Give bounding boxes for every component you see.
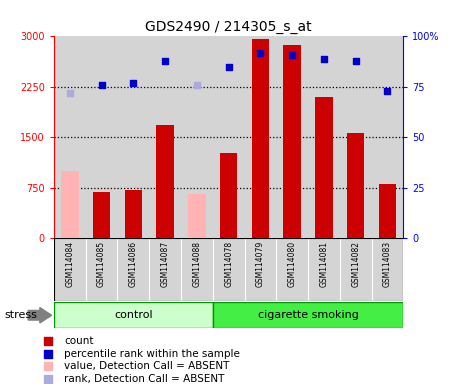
Bar	[252, 39, 269, 238]
Point	[44, 338, 52, 344]
Bar	[86, 36, 117, 238]
Point	[384, 88, 391, 94]
Bar	[276, 36, 308, 238]
Bar	[340, 36, 371, 238]
Text: GSM114085: GSM114085	[97, 241, 106, 287]
Point	[352, 58, 359, 64]
Text: GSM114088: GSM114088	[192, 241, 201, 287]
Bar	[188, 194, 205, 238]
Bar	[54, 302, 213, 328]
Text: control: control	[114, 310, 152, 320]
Bar	[149, 36, 181, 238]
Bar	[61, 171, 78, 238]
Bar	[213, 302, 403, 328]
Point	[129, 80, 137, 86]
Text: GSM114081: GSM114081	[319, 241, 328, 287]
Bar	[244, 36, 276, 238]
Point	[225, 64, 232, 70]
Text: cigarette smoking: cigarette smoking	[257, 310, 358, 320]
Bar	[54, 36, 86, 238]
Text: GSM114080: GSM114080	[287, 241, 297, 287]
Text: GSM114083: GSM114083	[383, 241, 392, 287]
Point	[193, 82, 201, 88]
Point	[320, 56, 328, 62]
Bar	[93, 192, 110, 238]
Point	[288, 51, 296, 58]
Bar	[315, 97, 333, 238]
Text: rank, Detection Call = ABSENT: rank, Detection Call = ABSENT	[64, 374, 225, 384]
Bar	[125, 190, 142, 238]
Text: stress: stress	[5, 310, 38, 320]
Bar	[347, 133, 364, 238]
Bar	[379, 184, 396, 238]
Bar	[181, 36, 213, 238]
Point	[44, 363, 52, 369]
Text: GSM114082: GSM114082	[351, 241, 360, 287]
Text: count: count	[64, 336, 94, 346]
Title: GDS2490 / 214305_s_at: GDS2490 / 214305_s_at	[145, 20, 312, 34]
Point	[66, 90, 74, 96]
Point	[257, 50, 264, 56]
Bar	[213, 36, 244, 238]
Text: GSM114084: GSM114084	[65, 241, 74, 287]
Text: GSM114087: GSM114087	[160, 241, 170, 287]
Text: GSM114086: GSM114086	[129, 241, 138, 287]
Point	[161, 58, 169, 64]
Bar	[283, 45, 301, 238]
Bar	[117, 36, 149, 238]
Point	[44, 351, 52, 357]
Bar	[156, 125, 174, 238]
Text: value, Detection Call = ABSENT: value, Detection Call = ABSENT	[64, 361, 230, 371]
Bar	[308, 36, 340, 238]
Bar	[371, 36, 403, 238]
Point	[44, 376, 52, 382]
Point	[98, 82, 106, 88]
Text: GSM114079: GSM114079	[256, 241, 265, 288]
Text: GSM114078: GSM114078	[224, 241, 233, 287]
Bar	[220, 154, 237, 238]
Text: percentile rank within the sample: percentile rank within the sample	[64, 349, 240, 359]
